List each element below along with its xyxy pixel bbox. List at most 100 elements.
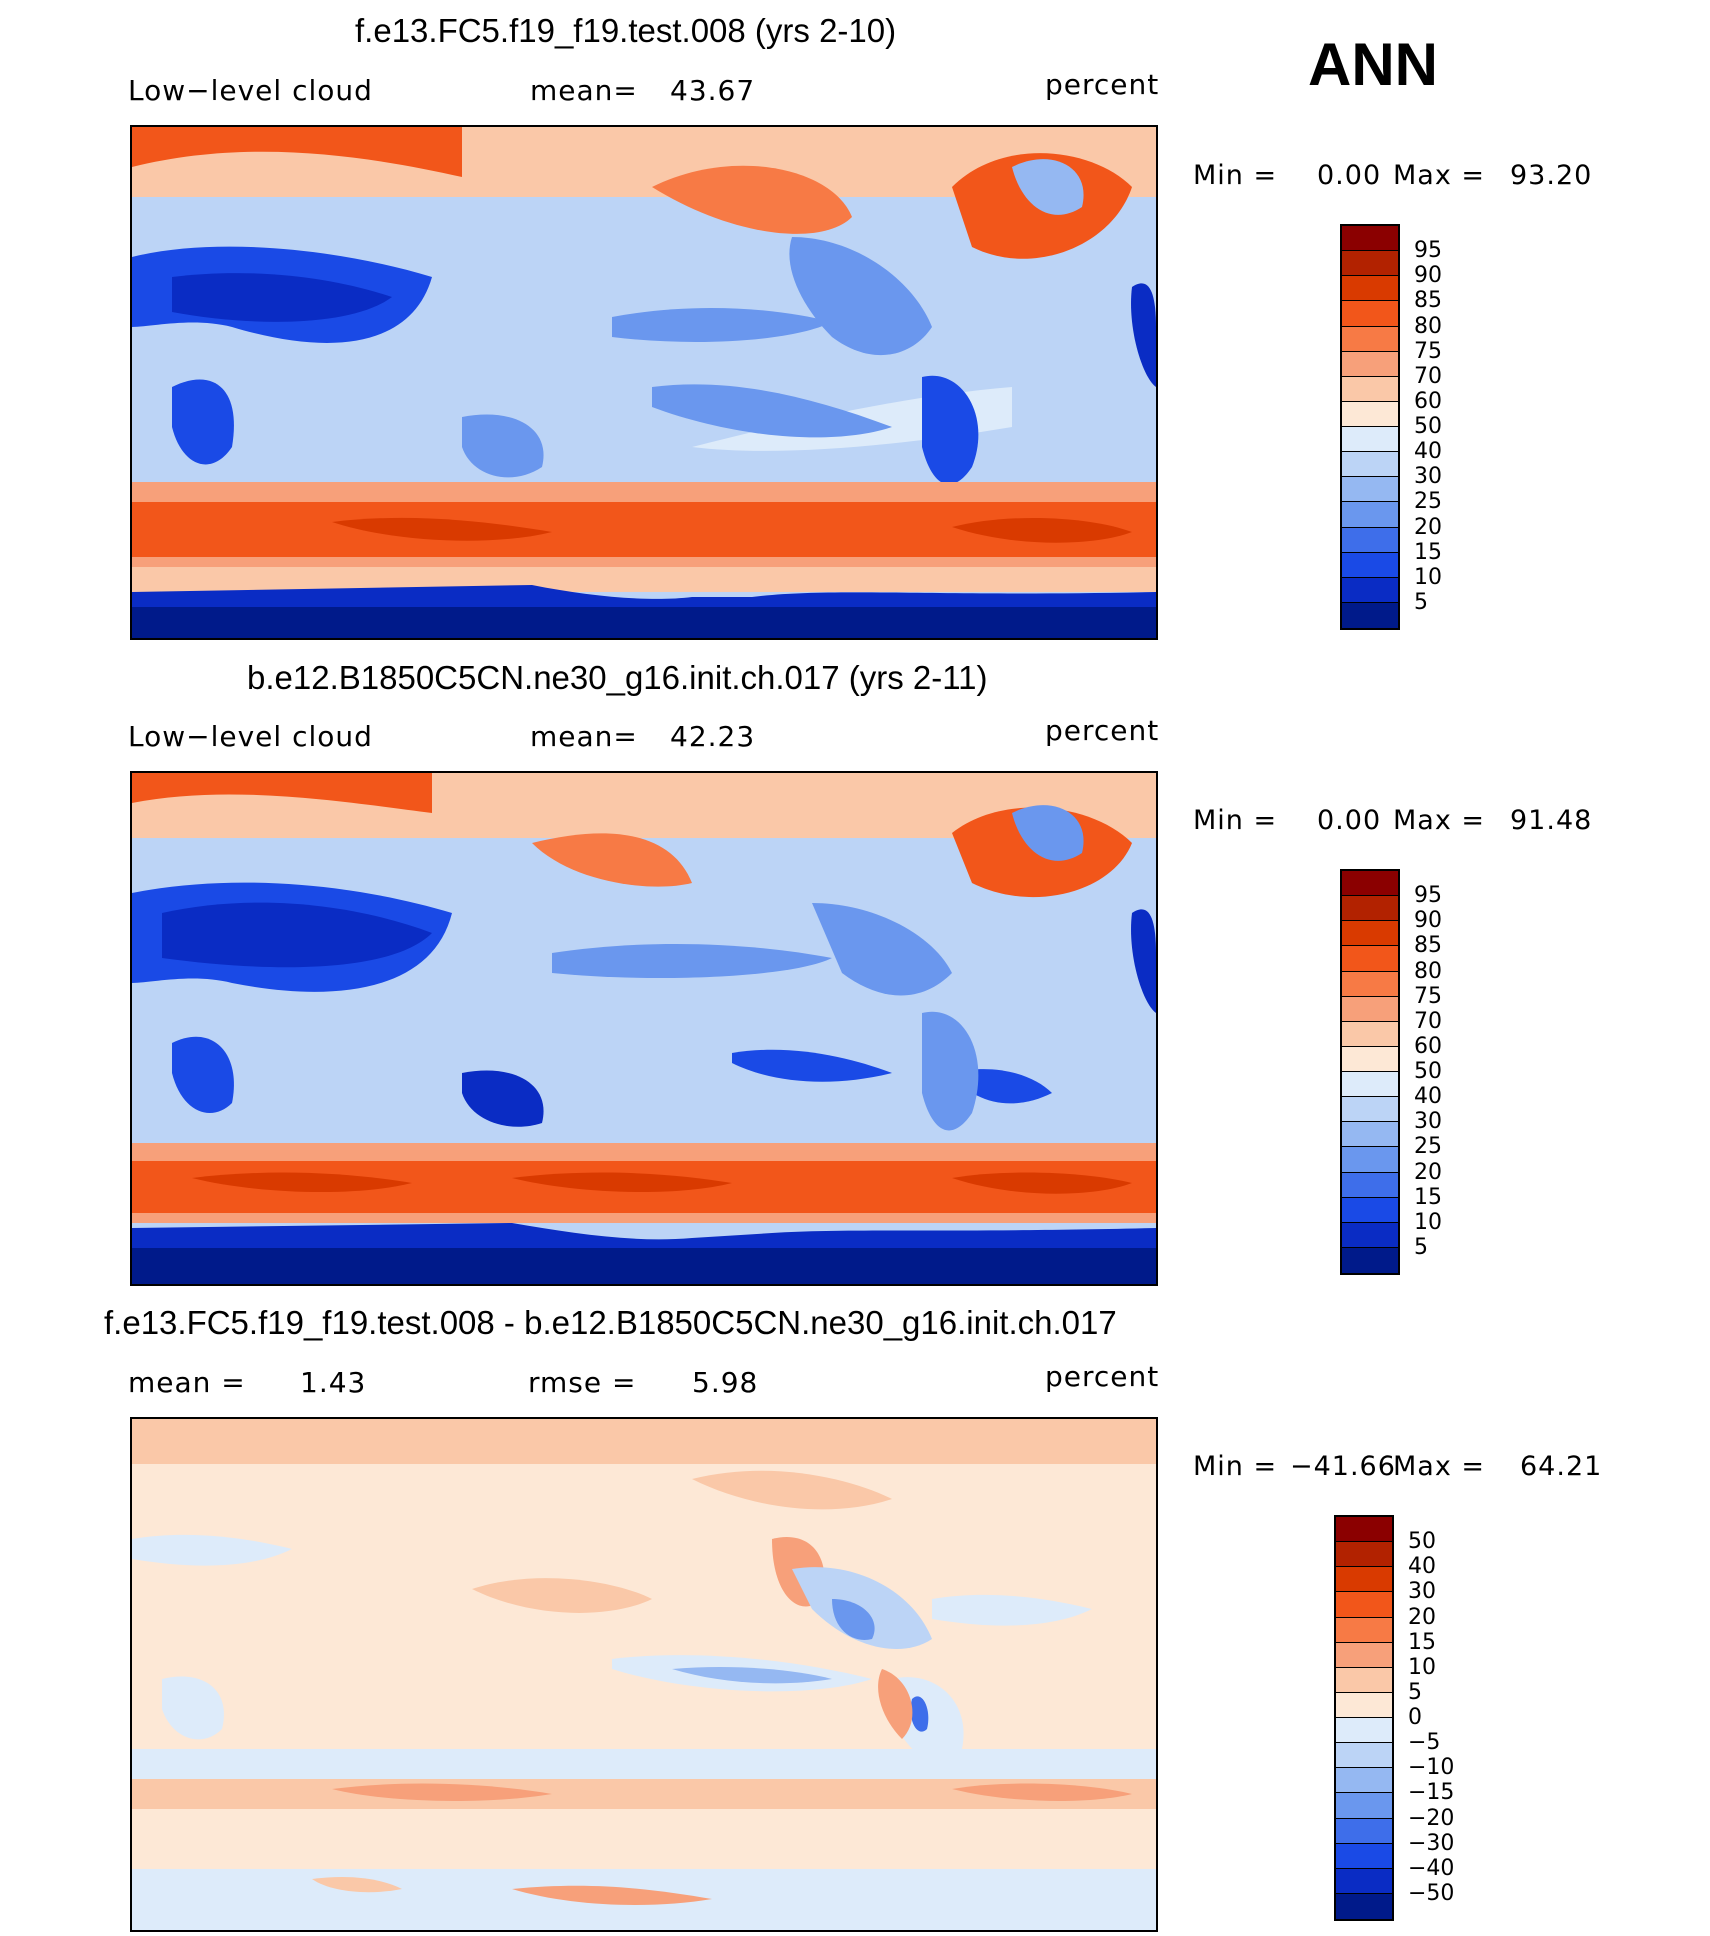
panel-2-map xyxy=(130,771,1158,1286)
panel-3-units: percent xyxy=(1045,1360,1160,1393)
colorbar-tick-label: 10 xyxy=(1414,1209,1442,1235)
colorbar-tick-label: 30 xyxy=(1408,1579,1436,1605)
colorbar-tick-label: 85 xyxy=(1414,288,1442,314)
colorbar-tick-label: 90 xyxy=(1414,908,1442,934)
panel-1-min-value: 0.00 xyxy=(1317,160,1382,191)
colorbar-tick-label: 85 xyxy=(1414,933,1442,959)
colorbar-swatch xyxy=(1336,1592,1392,1618)
colorbar-tick-label: 90 xyxy=(1414,263,1442,289)
panel-2-min-label: Min = xyxy=(1193,805,1278,836)
panel-1-max-label: Max = xyxy=(1393,160,1486,191)
colorbar-tick-label: 10 xyxy=(1408,1654,1436,1680)
colorbar-swatch xyxy=(1342,1122,1398,1148)
colorbar-tick-label: 70 xyxy=(1414,1008,1442,1034)
panel-3-min-label: Min = xyxy=(1193,1451,1278,1482)
colorbar-tick-label: 10 xyxy=(1414,564,1442,590)
panel-3-colorbar: 50 40 30 20 15 10 5 0 −5 −10 −15 −20 −30 −40 −50 xyxy=(1334,1515,1534,1921)
colorbar-tick-label: 5 xyxy=(1408,1679,1422,1705)
colorbar-tick-label: 40 xyxy=(1414,439,1442,465)
colorbar-tick-label: 30 xyxy=(1414,464,1442,490)
panel-2-units: percent xyxy=(1045,714,1160,747)
colorbar-swatch xyxy=(1342,452,1398,478)
colorbar-swatch xyxy=(1336,1793,1392,1819)
colorbar-swatch xyxy=(1336,1818,1392,1844)
colorbar-swatch xyxy=(1336,1843,1392,1869)
colorbar-tick-label: 5 xyxy=(1414,589,1428,615)
colorbar-tick-label: −5 xyxy=(1408,1730,1441,1756)
colorbar-tick-label: 30 xyxy=(1414,1109,1442,1135)
colorbar-tick-label: 25 xyxy=(1414,1134,1442,1160)
colorbar-swatch xyxy=(1336,1642,1392,1668)
colorbar-swatch xyxy=(1336,1517,1392,1543)
colorbar-swatch xyxy=(1336,1868,1392,1894)
colorbar-tick-label: 5 xyxy=(1414,1234,1428,1260)
colorbar-swatch xyxy=(1342,351,1398,377)
panel-2-max-value: 91.48 xyxy=(1510,805,1593,836)
panel-1-min-label: Min = xyxy=(1193,160,1278,191)
panel-3-map xyxy=(130,1417,1158,1932)
colorbar-swatch xyxy=(1336,1692,1392,1718)
colorbar-swatch xyxy=(1342,1172,1398,1198)
panel-3-map-field xyxy=(132,1419,1156,1930)
colorbar-tick-label: 70 xyxy=(1414,363,1442,389)
panel-1-mean-label: mean= xyxy=(530,74,638,107)
panel-3-rmse-label: rmse = xyxy=(528,1366,637,1399)
colorbar-swatch xyxy=(1342,301,1398,327)
colorbar-swatch xyxy=(1342,996,1398,1022)
colorbar-tick-label: −15 xyxy=(1408,1780,1455,1806)
colorbar-swatch xyxy=(1336,1667,1392,1693)
colorbar-swatch xyxy=(1342,326,1398,352)
panel-3-rmse-value: 5.98 xyxy=(692,1366,759,1399)
colorbar-tick-label: 60 xyxy=(1414,388,1442,414)
panel-2-min-value: 0.00 xyxy=(1317,805,1382,836)
colorbar-swatch xyxy=(1342,1097,1398,1123)
colorbar-swatch xyxy=(1342,577,1398,603)
panel-2-mean-label: mean= xyxy=(530,720,638,753)
colorbar-tick-label: 40 xyxy=(1408,1554,1436,1580)
colorbar-swatch xyxy=(1342,1197,1398,1223)
colorbar-tick-label: 40 xyxy=(1414,1084,1442,1110)
colorbar-strip xyxy=(1340,869,1400,1275)
panel-3-max-label: Max = xyxy=(1393,1451,1486,1482)
colorbar-swatch xyxy=(1342,226,1398,252)
colorbar-tick-label: 75 xyxy=(1414,338,1442,364)
panel-2-colorbar: 95 90 85 80 75 70 60 50 40 30 25 20 15 10 5 xyxy=(1340,869,1540,1275)
colorbar-tick-label: 95 xyxy=(1414,238,1442,264)
panel-2-max-label: Max = xyxy=(1393,805,1486,836)
colorbar-tick-label: 20 xyxy=(1414,1159,1442,1185)
colorbar-tick-label: 20 xyxy=(1408,1604,1436,1630)
colorbar-tick-label: 95 xyxy=(1414,883,1442,909)
colorbar-swatch xyxy=(1342,376,1398,402)
colorbar-tick-label: 15 xyxy=(1408,1629,1436,1655)
colorbar-strip xyxy=(1334,1515,1394,1921)
panel-3-mean-label: mean = xyxy=(128,1366,246,1399)
colorbar-tick-label: 80 xyxy=(1414,958,1442,984)
panel-2-variable-label: Low−level cloud xyxy=(128,720,373,753)
panel-3-max-value: 64.21 xyxy=(1520,1451,1603,1482)
season-label: ANN xyxy=(1308,31,1438,98)
panel-1-colorbar: 95 90 85 80 75 70 60 50 40 30 25 20 15 10 5 xyxy=(1340,224,1540,630)
panel-1-map-field xyxy=(132,127,1156,638)
colorbar-tick-label: 0 xyxy=(1408,1705,1422,1730)
colorbar-tick-label: 15 xyxy=(1414,539,1442,565)
colorbar-swatch xyxy=(1342,427,1398,453)
colorbar-swatch xyxy=(1336,1718,1392,1744)
panel-1-variable-label: Low−level cloud xyxy=(128,74,373,107)
colorbar-swatch xyxy=(1342,946,1398,972)
colorbar-swatch xyxy=(1342,1247,1398,1273)
colorbar-swatch xyxy=(1342,971,1398,997)
colorbar-swatch xyxy=(1336,1567,1392,1593)
panel-3-mean-value: 1.43 xyxy=(300,1366,367,1399)
colorbar-swatch xyxy=(1336,1542,1392,1568)
colorbar-tick-label: −30 xyxy=(1408,1830,1455,1856)
colorbar-swatch xyxy=(1342,552,1398,578)
colorbar-swatch xyxy=(1342,1021,1398,1047)
panel-3-title: f.e13.FC5.f19_f19.test.008 - b.e12.B1850… xyxy=(104,1304,1117,1341)
colorbar-tick-label: −10 xyxy=(1408,1755,1455,1781)
colorbar-swatch xyxy=(1342,251,1398,277)
panel-1-map xyxy=(130,125,1158,640)
panel-2-title: b.e12.B1850C5CN.ne30_g16.init.ch.017 (yr… xyxy=(247,659,988,696)
colorbar-tick-label: 50 xyxy=(1414,1059,1442,1084)
colorbar-swatch xyxy=(1342,602,1398,628)
panel-1-units: percent xyxy=(1045,68,1160,101)
